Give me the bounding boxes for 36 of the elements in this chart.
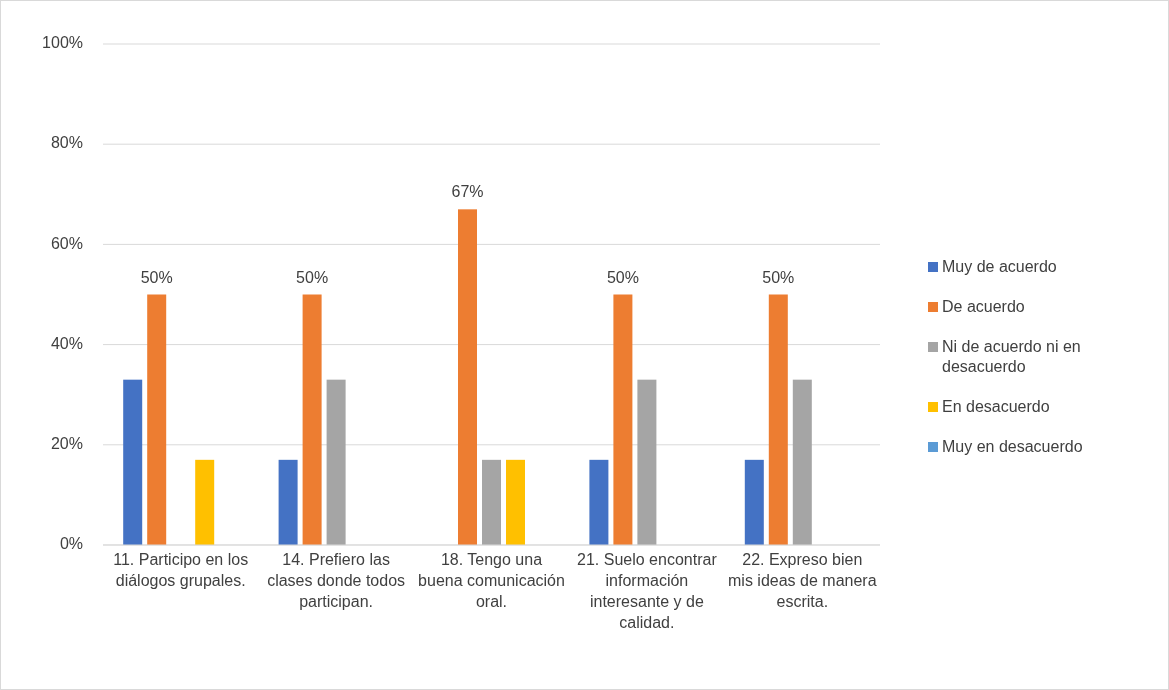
bar	[744, 459, 764, 545]
x-tick-label: 14. Prefiero las clases donde todos participan.	[267, 551, 406, 610]
x-tick-label: 21. Suelo encontrar información interesante y de calidad.	[577, 551, 718, 631]
y-tick-label: 60%	[50, 234, 83, 252]
y-tick-label: 100%	[42, 34, 83, 52]
legend-label: En desacuerdo	[942, 398, 1050, 416]
bar	[637, 379, 657, 545]
x-tick-label: 22. Expreso bien mis ideas de manera escrita.	[728, 551, 877, 610]
bar	[326, 379, 346, 545]
legend-label: Muy en desacuerdo	[942, 438, 1083, 456]
bar	[589, 459, 609, 545]
bar	[278, 459, 298, 545]
legend-label: Ni de acuerdo ni en desacuerdo	[942, 338, 1081, 376]
bar	[458, 209, 477, 545]
y-tick-label: 0%	[59, 535, 83, 553]
bar	[147, 294, 167, 545]
bar	[482, 459, 501, 545]
legend-label: De acuerdo	[942, 298, 1025, 316]
bar	[195, 459, 215, 545]
data-label: 50%	[762, 268, 795, 286]
bar	[768, 294, 788, 545]
x-tick-label: 11. Participo en los diálogos grupales.	[113, 551, 249, 589]
y-tick-label: 80%	[50, 134, 83, 152]
legend-label: Muy de acuerdo	[942, 258, 1057, 276]
bar	[302, 294, 322, 545]
bar	[123, 379, 143, 545]
y-tick-label: 40%	[50, 334, 83, 352]
bar	[613, 294, 633, 545]
data-label: 67%	[451, 183, 484, 201]
data-label: 50%	[606, 268, 639, 286]
y-tick-label: 20%	[50, 435, 83, 453]
data-label: 50%	[296, 268, 329, 286]
bar	[792, 379, 812, 545]
data-label: 50%	[140, 268, 173, 286]
bar	[506, 459, 525, 545]
x-tick-label: 18. Tengo una buena comunicación oral.	[418, 551, 565, 610]
